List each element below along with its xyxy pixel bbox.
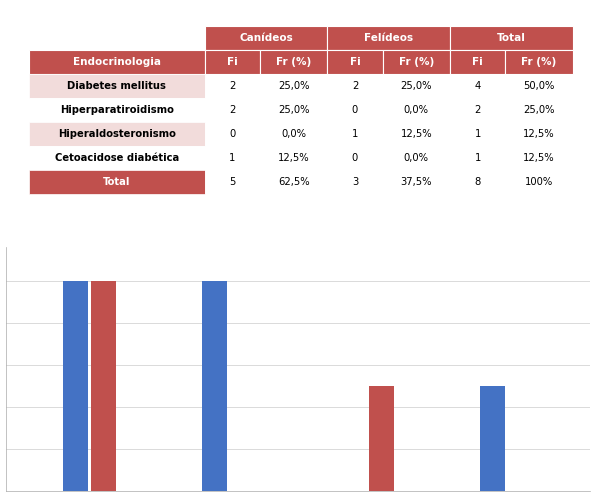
- Text: 1: 1: [474, 129, 481, 139]
- Text: Hiperparatiroidismo: Hiperparatiroidismo: [60, 105, 174, 115]
- FancyBboxPatch shape: [260, 74, 327, 98]
- Text: Cetoacidose diabética: Cetoacidose diabética: [55, 153, 179, 163]
- Text: 3: 3: [352, 178, 358, 187]
- Text: 37,5%: 37,5%: [401, 178, 432, 187]
- FancyBboxPatch shape: [260, 146, 327, 171]
- FancyBboxPatch shape: [505, 146, 573, 171]
- FancyBboxPatch shape: [383, 123, 450, 146]
- Text: 2: 2: [229, 105, 235, 115]
- FancyBboxPatch shape: [505, 74, 573, 98]
- FancyBboxPatch shape: [383, 98, 450, 123]
- Text: 25,0%: 25,0%: [278, 81, 309, 91]
- FancyBboxPatch shape: [505, 98, 573, 123]
- FancyBboxPatch shape: [260, 98, 327, 123]
- FancyBboxPatch shape: [29, 50, 204, 74]
- FancyBboxPatch shape: [204, 98, 260, 123]
- Text: 12,5%: 12,5%: [523, 129, 555, 139]
- Text: 62,5%: 62,5%: [278, 178, 309, 187]
- Text: 2: 2: [352, 81, 358, 91]
- FancyBboxPatch shape: [29, 123, 204, 146]
- Text: 0: 0: [352, 105, 358, 115]
- FancyBboxPatch shape: [29, 98, 204, 123]
- FancyBboxPatch shape: [29, 26, 204, 50]
- Text: 100%: 100%: [525, 178, 553, 187]
- Bar: [369, 386, 394, 491]
- Text: 50,0%: 50,0%: [523, 81, 555, 91]
- FancyBboxPatch shape: [450, 74, 505, 98]
- Text: 5: 5: [229, 178, 235, 187]
- Text: 2: 2: [229, 81, 235, 91]
- Text: Total: Total: [103, 178, 131, 187]
- FancyBboxPatch shape: [327, 123, 383, 146]
- FancyBboxPatch shape: [204, 26, 327, 50]
- FancyBboxPatch shape: [505, 123, 573, 146]
- FancyBboxPatch shape: [383, 74, 450, 98]
- FancyBboxPatch shape: [505, 50, 573, 74]
- FancyBboxPatch shape: [260, 123, 327, 146]
- Bar: [480, 386, 505, 491]
- Bar: [91, 281, 116, 491]
- FancyBboxPatch shape: [260, 50, 327, 74]
- Text: Fr (%): Fr (%): [276, 57, 311, 67]
- FancyBboxPatch shape: [29, 146, 204, 171]
- FancyBboxPatch shape: [383, 146, 450, 171]
- Text: Total: Total: [496, 33, 526, 43]
- Text: 8: 8: [474, 178, 481, 187]
- FancyBboxPatch shape: [29, 74, 204, 98]
- FancyBboxPatch shape: [450, 123, 505, 146]
- Text: 0: 0: [352, 153, 358, 163]
- Text: Fr (%): Fr (%): [399, 57, 434, 67]
- Text: 4: 4: [474, 81, 481, 91]
- Text: Fi: Fi: [350, 57, 361, 67]
- Text: 12,5%: 12,5%: [523, 153, 555, 163]
- Text: 25,0%: 25,0%: [278, 105, 309, 115]
- Bar: [202, 281, 227, 491]
- Text: Endocrinologia: Endocrinologia: [73, 57, 161, 67]
- Text: Felídeos: Felídeos: [364, 33, 413, 43]
- FancyBboxPatch shape: [29, 171, 204, 194]
- FancyBboxPatch shape: [204, 50, 260, 74]
- FancyBboxPatch shape: [327, 146, 383, 171]
- Text: 12,5%: 12,5%: [401, 129, 432, 139]
- Text: 0,0%: 0,0%: [281, 129, 306, 139]
- FancyBboxPatch shape: [204, 171, 260, 194]
- Text: 0,0%: 0,0%: [403, 105, 429, 115]
- Text: Hiperaldosteronismo: Hiperaldosteronismo: [58, 129, 176, 139]
- Text: 25,0%: 25,0%: [523, 105, 555, 115]
- FancyBboxPatch shape: [450, 146, 505, 171]
- FancyBboxPatch shape: [204, 123, 260, 146]
- FancyBboxPatch shape: [327, 74, 383, 98]
- Text: Canídeos: Canídeos: [239, 33, 293, 43]
- FancyBboxPatch shape: [383, 171, 450, 194]
- Text: 25,0%: 25,0%: [401, 81, 432, 91]
- FancyBboxPatch shape: [327, 98, 383, 123]
- Text: 2: 2: [474, 105, 481, 115]
- FancyBboxPatch shape: [204, 74, 260, 98]
- Text: 1: 1: [229, 153, 235, 163]
- Text: 1: 1: [474, 153, 481, 163]
- Text: 1: 1: [352, 129, 358, 139]
- Text: Diabetes mellitus: Diabetes mellitus: [67, 81, 166, 91]
- FancyBboxPatch shape: [450, 50, 505, 74]
- Text: 0,0%: 0,0%: [403, 153, 429, 163]
- Text: 12,5%: 12,5%: [278, 153, 309, 163]
- FancyBboxPatch shape: [450, 171, 505, 194]
- Text: Fr (%): Fr (%): [522, 57, 557, 67]
- Text: Fi: Fi: [227, 57, 238, 67]
- FancyBboxPatch shape: [327, 171, 383, 194]
- FancyBboxPatch shape: [204, 146, 260, 171]
- Text: 0: 0: [229, 129, 235, 139]
- FancyBboxPatch shape: [327, 26, 450, 50]
- FancyBboxPatch shape: [383, 50, 450, 74]
- FancyBboxPatch shape: [505, 171, 573, 194]
- FancyBboxPatch shape: [450, 26, 573, 50]
- FancyBboxPatch shape: [260, 171, 327, 194]
- FancyBboxPatch shape: [327, 50, 383, 74]
- Text: Fi: Fi: [472, 57, 483, 67]
- Bar: [63, 281, 88, 491]
- FancyBboxPatch shape: [450, 98, 505, 123]
